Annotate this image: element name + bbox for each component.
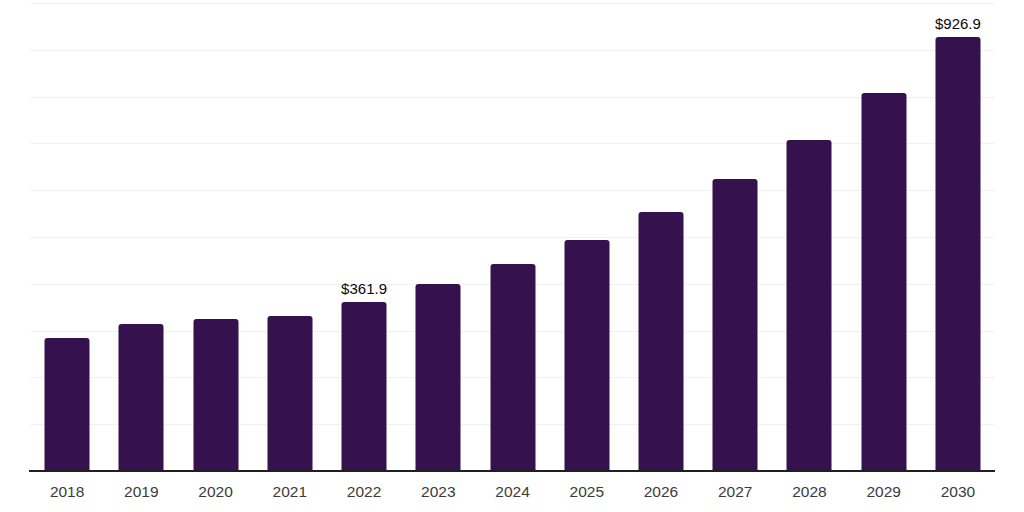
bar-slot-2024 bbox=[475, 3, 549, 471]
bars-container: $361.9 $926.9 bbox=[30, 3, 995, 471]
bar-slot-2022: $361.9 bbox=[327, 3, 401, 471]
bar-slot-2021 bbox=[253, 3, 327, 471]
bar-2030 bbox=[935, 37, 980, 471]
x-tick-2030: 2030 bbox=[921, 484, 995, 500]
bar-slot-2029 bbox=[847, 3, 921, 471]
x-tick-2022: 2022 bbox=[327, 484, 401, 500]
bar-slot-2025 bbox=[550, 3, 624, 471]
bar-2019 bbox=[119, 324, 164, 471]
x-tick-2020: 2020 bbox=[178, 484, 252, 500]
bar-2025 bbox=[564, 240, 609, 471]
bar-2028 bbox=[787, 140, 832, 471]
bar-slot-2020 bbox=[178, 3, 252, 471]
bar-2029 bbox=[861, 93, 906, 471]
x-axis-tick-labels: 2018201920202021202220232024202520262027… bbox=[30, 484, 995, 500]
x-tick-2029: 2029 bbox=[847, 484, 921, 500]
bar-slot-2026 bbox=[624, 3, 698, 471]
x-tick-2026: 2026 bbox=[624, 484, 698, 500]
bar-2026 bbox=[638, 212, 683, 471]
bar-2024 bbox=[490, 264, 535, 471]
bar-slot-2019 bbox=[104, 3, 178, 471]
x-tick-2023: 2023 bbox=[401, 484, 475, 500]
bar-slot-2027 bbox=[698, 3, 772, 471]
bar-slot-2023 bbox=[401, 3, 475, 471]
x-tick-2019: 2019 bbox=[104, 484, 178, 500]
x-axis-line bbox=[29, 470, 995, 472]
x-tick-2025: 2025 bbox=[550, 484, 624, 500]
bar-2022 bbox=[342, 302, 387, 471]
plot-area: $361.9 $926.9 bbox=[30, 3, 995, 471]
bar-2023 bbox=[416, 284, 461, 471]
bar-chart: $361.9$926.9 201820192020202120222023202… bbox=[0, 0, 1024, 512]
bar-slot-2030: $926.9 bbox=[921, 3, 995, 471]
bar-slot-2018 bbox=[30, 3, 104, 471]
x-tick-2018: 2018 bbox=[30, 484, 104, 500]
x-tick-2028: 2028 bbox=[772, 484, 846, 500]
x-tick-2027: 2027 bbox=[698, 484, 772, 500]
data-label-2022: $361.9 bbox=[341, 281, 387, 296]
bar-2020 bbox=[193, 319, 238, 471]
x-tick-2021: 2021 bbox=[253, 484, 327, 500]
bar-2027 bbox=[713, 179, 758, 472]
data-label-2030: $926.9 bbox=[935, 16, 981, 31]
x-tick-2024: 2024 bbox=[475, 484, 549, 500]
bar-slot-2028 bbox=[772, 3, 846, 471]
bar-2018 bbox=[45, 338, 90, 471]
bar-2021 bbox=[267, 316, 312, 471]
